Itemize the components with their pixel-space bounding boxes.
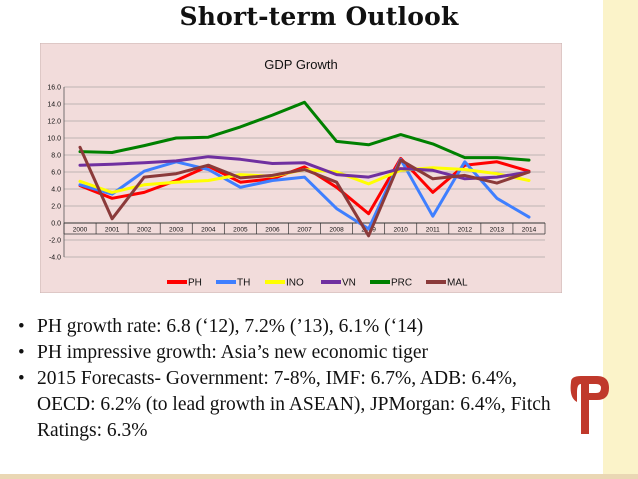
legend-label: INO — [286, 278, 304, 289]
y-tick-label: 4.0 — [51, 187, 61, 194]
legend-label: PRC — [391, 278, 412, 289]
legend-label: PH — [188, 278, 202, 289]
x-tick-label: 2007 — [297, 227, 312, 234]
legend-label: VN — [342, 278, 356, 289]
axes: 16.0 14.0 12.0 10.0 8.0 6.0 4.0 2.0 0.0 -2.0 -4.0 2… — [47, 85, 546, 262]
x-tick-label: 2000 — [73, 227, 88, 234]
bullet-item: • PH growth rate: 6.8 (‘12), 7.2% (’13), … — [18, 316, 424, 337]
bullet-list: • PH growth rate: 6.8 (‘12), 7.2% (’13), … — [12, 314, 602, 444]
x-tick-label: 2005 — [233, 227, 248, 234]
y-tick-label: 14.0 — [47, 102, 61, 109]
chart-title: GDP Growth — [264, 57, 337, 72]
x-tick-label: 2013 — [490, 227, 505, 234]
x-tick-label: 2014 — [522, 227, 537, 234]
y-tick-label: -2.0 — [49, 238, 61, 245]
x-tick-label: 2004 — [201, 227, 216, 234]
x-tick-label: 2002 — [137, 227, 152, 234]
y-tick-label: 16.0 — [47, 85, 61, 92]
x-tick-label: 2011 — [426, 227, 440, 234]
y-tick-label: 6.0 — [51, 170, 61, 177]
y-tick-label: 0.0 — [51, 221, 61, 228]
series-line-mal — [78, 145, 531, 238]
y-tick-label: 12.0 — [47, 119, 61, 126]
series-lines — [78, 100, 531, 238]
x-tick-label: 2006 — [265, 227, 280, 234]
slide-title: Short-term Outlook — [179, 2, 459, 31]
side-accent-strip — [603, 0, 638, 479]
series-line-prc — [78, 100, 531, 162]
stylized-p-logo-icon — [563, 372, 613, 442]
bullet-item: • 2015 Forecasts- Government: 7-8%, IMF: … — [18, 368, 551, 441]
x-tick-label: 2003 — [169, 227, 184, 234]
x-tick-label: 2001 — [105, 227, 120, 234]
bottom-accent-bar — [0, 474, 638, 479]
series-line-ph — [78, 156, 531, 216]
bullet-item: • PH impressive growth: Asia’s new econom… — [18, 342, 429, 363]
y-tick-label: -4.0 — [49, 255, 61, 262]
legend-label: TH — [237, 278, 250, 289]
legend-label: MAL — [447, 278, 468, 289]
series-line-th — [78, 157, 531, 231]
chart-svg: GDP Growth 16.0 14.0 12.0 10.0 8.0 6.0 4.0 2.0 0… — [40, 43, 562, 293]
legend: PH TH INO VN PRC MAL — [167, 278, 468, 289]
x-tick-label: 2012 — [458, 227, 473, 234]
y-tick-label: 2.0 — [51, 204, 61, 211]
gdp-growth-chart: GDP Growth 16.0 14.0 12.0 10.0 8.0 6.0 4.0 2.0 0… — [40, 43, 562, 293]
y-tick-label: 8.0 — [51, 153, 61, 160]
logo-svg — [570, 376, 609, 434]
y-tick-label: 10.0 — [47, 136, 61, 143]
x-tick-label: 2010 — [393, 227, 408, 234]
x-tick-label: 2008 — [329, 227, 344, 234]
